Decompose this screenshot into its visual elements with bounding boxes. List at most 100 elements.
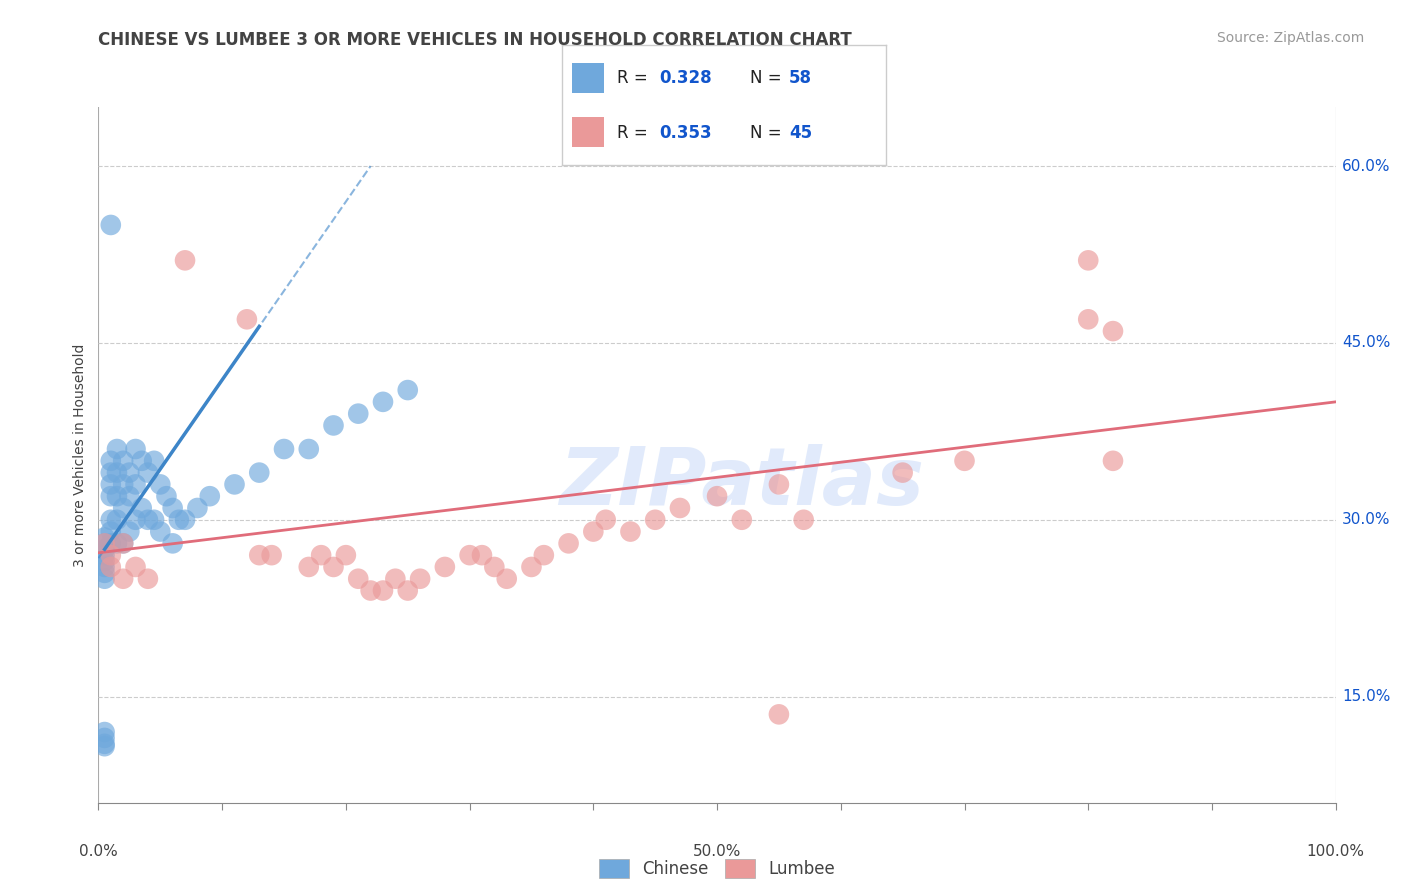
Point [93, 536, 115, 550]
Point [93, 739, 115, 754]
Text: CHINESE VS LUMBEE 3 OR MORE VEHICLES IN HOUSEHOLD CORRELATION CHART: CHINESE VS LUMBEE 3 OR MORE VEHICLES IN … [98, 31, 852, 49]
Text: 0.328: 0.328 [659, 70, 711, 87]
Point [162, 536, 184, 550]
Point [298, 442, 321, 456]
Point [124, 513, 146, 527]
Point [143, 513, 166, 527]
Point [236, 312, 259, 326]
Point [520, 560, 543, 574]
Point [396, 383, 419, 397]
Point [1077, 253, 1099, 268]
Point [371, 583, 394, 598]
Point [131, 454, 153, 468]
Point [273, 442, 295, 456]
Point [112, 536, 135, 550]
Text: R =: R = [617, 70, 654, 87]
Point [260, 548, 283, 562]
Point [93, 725, 115, 739]
Point [105, 489, 128, 503]
Point [93, 542, 115, 557]
Point [112, 500, 135, 515]
Point [198, 489, 221, 503]
Point [93, 731, 115, 745]
Point [155, 489, 177, 503]
Text: 0.353: 0.353 [659, 123, 711, 142]
Point [371, 395, 394, 409]
Point [1102, 324, 1125, 338]
Point [93, 560, 115, 574]
Point [706, 489, 728, 503]
Point [124, 560, 146, 574]
Text: 0.0%: 0.0% [79, 844, 118, 859]
Point [124, 477, 146, 491]
Point [118, 489, 141, 503]
Point [247, 548, 270, 562]
Point [136, 466, 159, 480]
Point [100, 477, 122, 491]
Bar [572, 62, 605, 93]
Point [595, 513, 617, 527]
Point [100, 466, 122, 480]
Point [105, 536, 128, 550]
Point [100, 524, 122, 539]
Text: ZIPatlas: ZIPatlas [560, 443, 924, 522]
Point [112, 454, 135, 468]
Text: 45.0%: 45.0% [1341, 335, 1391, 351]
Point [768, 477, 790, 491]
Point [112, 536, 135, 550]
Point [143, 454, 166, 468]
Point [953, 454, 976, 468]
Point [224, 477, 246, 491]
Point [112, 477, 135, 491]
Point [93, 572, 115, 586]
Point [136, 572, 159, 586]
Text: 50.0%: 50.0% [693, 844, 741, 859]
Point [93, 536, 115, 550]
Point [93, 737, 115, 751]
Point [495, 572, 517, 586]
Point [309, 548, 332, 562]
Point [100, 536, 122, 550]
Point [360, 583, 382, 598]
Point [433, 560, 456, 574]
Point [100, 489, 122, 503]
Point [100, 218, 122, 232]
Point [167, 513, 190, 527]
Point [644, 513, 666, 527]
Point [105, 513, 128, 527]
Point [335, 548, 357, 562]
Point [1102, 454, 1125, 468]
Point [322, 418, 344, 433]
Point [557, 536, 579, 550]
Text: N =: N = [749, 123, 787, 142]
Y-axis label: 3 or more Vehicles in Household: 3 or more Vehicles in Household [73, 343, 87, 566]
Point [174, 513, 197, 527]
Point [347, 572, 370, 586]
Point [891, 466, 914, 480]
Text: Source: ZipAtlas.com: Source: ZipAtlas.com [1216, 31, 1364, 45]
Point [149, 524, 172, 539]
Point [93, 566, 115, 580]
Point [112, 572, 135, 586]
Point [100, 454, 122, 468]
Point [93, 531, 115, 545]
Point [582, 524, 605, 539]
Bar [572, 117, 605, 147]
Text: R =: R = [617, 123, 654, 142]
Point [100, 548, 122, 562]
Point [174, 253, 197, 268]
Point [533, 548, 555, 562]
Text: 100.0%: 100.0% [1306, 844, 1365, 859]
Point [396, 583, 419, 598]
Point [100, 513, 122, 527]
Point [162, 500, 184, 515]
Point [669, 500, 692, 515]
Point [471, 548, 494, 562]
Point [149, 477, 172, 491]
Point [1077, 312, 1099, 326]
Point [484, 560, 506, 574]
Point [105, 466, 128, 480]
Point [186, 500, 208, 515]
Text: 45: 45 [789, 123, 811, 142]
Point [384, 572, 406, 586]
